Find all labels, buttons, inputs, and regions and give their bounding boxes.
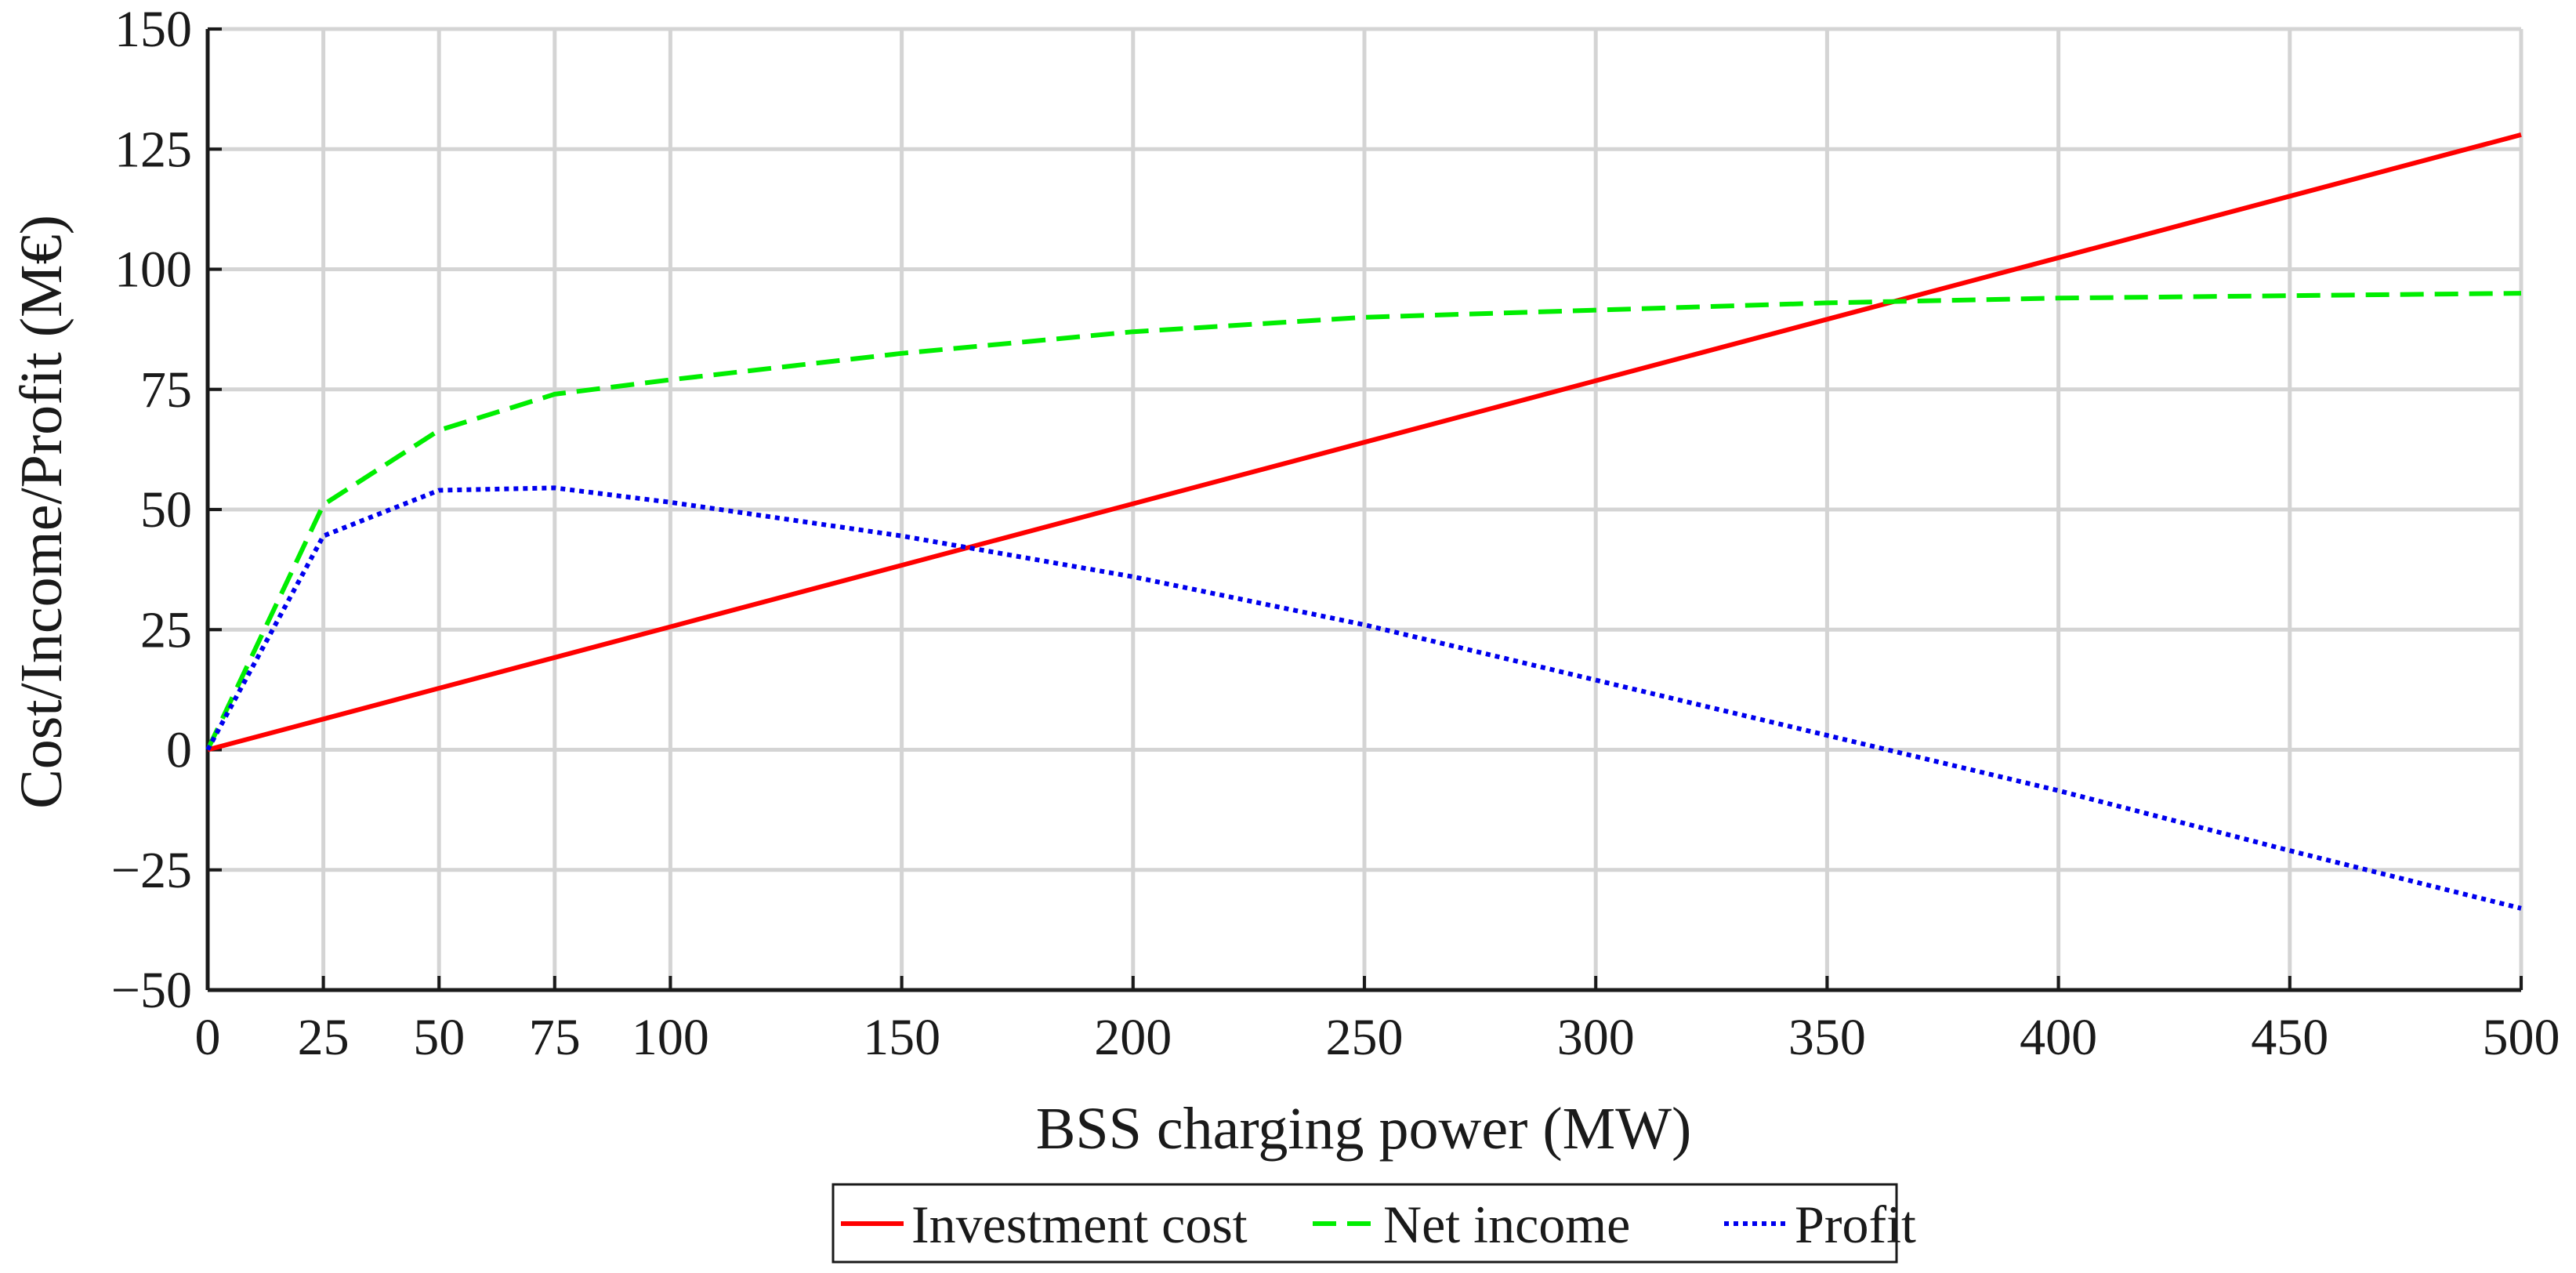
data-point-profit: [438, 489, 440, 491]
x-tick-label: 400: [2020, 1009, 2097, 1066]
data-point-investment-cost: [1132, 502, 1134, 505]
data-point-investment-cost: [2520, 133, 2523, 136]
x-tick-label: 300: [1557, 1009, 1635, 1066]
series-line-profit: [205, 485, 2522, 911]
data-point-investment-cost: [2288, 195, 2291, 198]
y-tick-label: 25: [140, 601, 192, 658]
data-point-investment-cost: [322, 718, 324, 720]
y-tick-label: 50: [140, 481, 192, 539]
y-tick-label: −50: [111, 962, 192, 1019]
data-point-investment-cost: [1595, 379, 1597, 382]
x-tick-label: 25: [298, 1009, 350, 1066]
legend-item-net-income: Net income: [1313, 1195, 1630, 1254]
data-point-net-income: [2520, 292, 2523, 295]
y-tick-label: −25: [111, 842, 192, 899]
legend-label: Profit: [1795, 1195, 1916, 1254]
data-point-profit: [2057, 789, 2060, 792]
tick-labels: 0 25 50 75 100 150 200 250 300 350 400 450 500−50−25…: [111, 1, 2560, 1066]
data-point-investment-cost: [1364, 441, 1366, 444]
data-point-net-income: [669, 379, 672, 381]
legend-item-profit: Profit: [1724, 1195, 1916, 1254]
data-point-investment-cost: [1826, 318, 1828, 321]
legend-entries: Investment cost Net income Profit: [841, 1195, 1916, 1254]
data-point-profit: [2520, 907, 2523, 909]
y-tick-label: 100: [114, 241, 192, 299]
data-point-profit: [669, 501, 672, 503]
data-point-net-income: [2057, 297, 2060, 299]
data-point-profit: [1595, 679, 1597, 681]
y-axis-title: Cost/Income/Profit (M€): [9, 215, 74, 809]
data-point-investment-cost: [900, 564, 903, 567]
legend-label: Investment cost: [911, 1195, 1248, 1254]
x-tick-label: 75: [529, 1009, 581, 1066]
data-point-investment-cost: [2057, 256, 2060, 259]
axes: [205, 27, 2523, 992]
x-tick-label: 450: [2251, 1009, 2328, 1066]
data-point-profit: [1364, 624, 1366, 626]
data-point-profit: [207, 749, 209, 751]
data-point-investment-cost: [553, 656, 556, 658]
data-point-profit: [322, 535, 324, 537]
data-point-net-income: [438, 429, 440, 431]
x-tick-label: 200: [1094, 1009, 1172, 1066]
x-tick-label: 50: [413, 1009, 465, 1066]
data-point-profit: [2288, 850, 2291, 852]
x-tick-label: 0: [195, 1009, 221, 1066]
series-profit: [205, 485, 2523, 911]
data-point-net-income: [1595, 309, 1597, 311]
series-net-income: [205, 291, 2523, 751]
y-tick-label: 75: [140, 361, 192, 419]
legend-item-investment-cost: Investment cost: [841, 1195, 1248, 1254]
x-tick-label: 100: [632, 1009, 709, 1066]
y-tick-label: 125: [114, 121, 192, 178]
data-point-profit: [1132, 575, 1134, 578]
data-point-net-income: [322, 503, 324, 506]
series-layer: [205, 132, 2523, 911]
data-point-investment-cost: [669, 626, 672, 628]
series-investment-cost: [207, 132, 2523, 753]
data-point-profit: [900, 535, 903, 537]
x-tick-label: 350: [1788, 1009, 1866, 1066]
data-point-net-income: [1132, 331, 1134, 333]
x-tick-label: 250: [1326, 1009, 1404, 1066]
data-point-net-income: [2288, 295, 2291, 297]
data-point-investment-cost: [438, 687, 440, 690]
series-line-net-income: [205, 291, 2522, 751]
data-point-profit: [1826, 734, 1828, 737]
data-point-net-income: [1826, 302, 1828, 304]
x-axis-title: BSS charging power (MW): [1036, 1096, 1692, 1162]
legend-label: Net income: [1383, 1195, 1630, 1254]
data-point-net-income: [1364, 316, 1366, 318]
data-point-net-income: [553, 393, 556, 395]
x-tick-label: 150: [863, 1009, 940, 1066]
data-point-profit: [553, 487, 556, 489]
legend: Investment cost Net income Profit: [831, 1183, 1916, 1264]
series-line-investment-cost: [207, 132, 2522, 753]
data-point-net-income: [900, 352, 903, 354]
x-tick-label: 500: [2483, 1009, 2560, 1066]
y-tick-label: 150: [114, 1, 192, 58]
y-tick-label: 0: [166, 722, 192, 779]
